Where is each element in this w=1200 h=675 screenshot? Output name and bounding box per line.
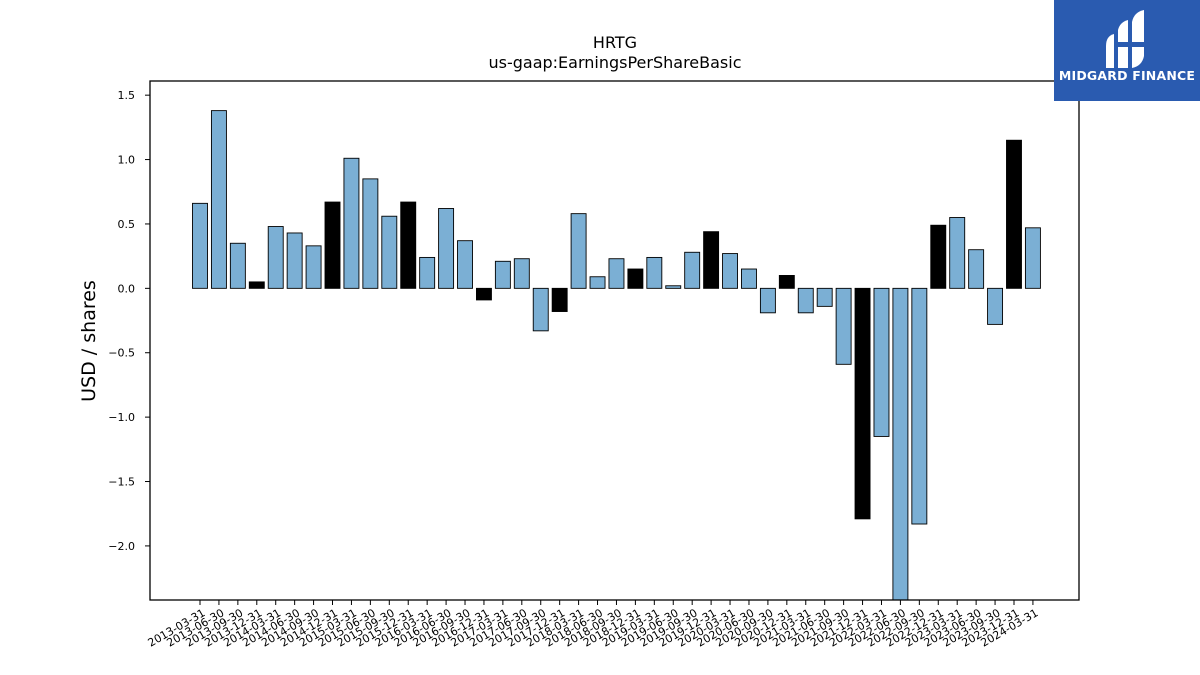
bar-2016-06-30 bbox=[438, 208, 455, 289]
y-tick-label: 0.5 bbox=[118, 218, 136, 231]
bar-2018-09-30 bbox=[608, 258, 625, 289]
brand-mark-icon bbox=[1106, 10, 1144, 68]
bar-2022-09-30 bbox=[911, 287, 928, 525]
y-tick-label: 0.0 bbox=[118, 282, 136, 295]
bar-series bbox=[192, 110, 1041, 601]
bar-2023-03-31 bbox=[949, 217, 966, 289]
y-tick-label: −1.0 bbox=[108, 411, 135, 424]
bar-2019-03-31 bbox=[646, 256, 663, 289]
bar-2023-12-31 bbox=[1006, 139, 1022, 289]
bar-2015-09-30 bbox=[381, 215, 398, 289]
bar-2017-09-30 bbox=[532, 287, 549, 332]
bar-2023-06-30 bbox=[968, 249, 985, 289]
y-axis: 1.5 1.0 0.5 0.0 −0.5 −1.0 −1.5 −2.0 bbox=[108, 89, 150, 553]
y-tick-label: −0.5 bbox=[108, 347, 135, 360]
bar-2020-03-31 bbox=[722, 253, 738, 289]
bar-2019-09-30 bbox=[684, 251, 701, 289]
bar-2013-09-30 bbox=[229, 242, 246, 289]
bar-2014-06-30 bbox=[286, 232, 303, 289]
y-tick-label: 1.0 bbox=[118, 154, 136, 167]
bar-2017-12-31 bbox=[551, 287, 568, 312]
bar-2015-12-31 bbox=[400, 201, 417, 289]
y-axis-label: USD / shares bbox=[78, 280, 100, 402]
bar-2017-06-30 bbox=[513, 258, 530, 289]
brand-logo: MIDGARD FINANCE bbox=[1054, 0, 1200, 101]
bar-2022-03-31 bbox=[873, 287, 890, 437]
brand-name: MIDGARD FINANCE bbox=[1058, 68, 1196, 83]
bar-2021-06-30 bbox=[816, 287, 833, 307]
bar-2015-03-31 bbox=[343, 157, 360, 289]
plot-frame bbox=[149, 80, 1080, 601]
bar-2013-12-31 bbox=[248, 281, 265, 289]
chart-title: HRTG bbox=[593, 33, 637, 52]
bar-2019-12-31 bbox=[703, 231, 720, 289]
bar-2014-03-31 bbox=[267, 226, 284, 289]
chart-subtitle: us-gaap:EarningsPerShareBasic bbox=[488, 53, 741, 72]
bar-2018-06-30 bbox=[589, 276, 606, 289]
x-axis: 2013-03-312013-06-302013-09-302013-12-31… bbox=[146, 600, 1040, 650]
y-tick-label: −2.0 bbox=[108, 540, 135, 553]
bar-2020-06-30 bbox=[741, 268, 757, 289]
bar-2015-06-30 bbox=[362, 178, 379, 289]
bar-2018-03-31 bbox=[570, 213, 587, 289]
bar-2023-09-30 bbox=[987, 287, 1004, 325]
bar-2021-12-31 bbox=[854, 287, 871, 520]
bar-2020-09-30 bbox=[759, 287, 776, 314]
bar-2024-03-31 bbox=[1024, 227, 1041, 289]
y-tick-label: 1.5 bbox=[118, 89, 136, 102]
bar-2022-12-31 bbox=[930, 224, 947, 289]
bar-2016-12-31 bbox=[476, 287, 492, 301]
bar-2013-03-31 bbox=[192, 202, 208, 289]
bar-2014-12-31 bbox=[324, 201, 341, 289]
bar-2021-09-30 bbox=[835, 287, 852, 365]
bar-2016-03-31 bbox=[419, 256, 436, 289]
bar-2021-03-31 bbox=[797, 287, 814, 314]
bar-2016-09-30 bbox=[457, 240, 473, 289]
bar-2017-03-31 bbox=[494, 260, 511, 289]
bar-2020-12-31 bbox=[778, 275, 795, 289]
bar-2014-09-30 bbox=[305, 245, 322, 289]
bar-2019-06-30 bbox=[665, 285, 682, 289]
bar-2013-06-30 bbox=[210, 110, 227, 289]
bar-2018-12-31 bbox=[627, 268, 644, 289]
bar-2022-06-30 bbox=[892, 287, 909, 601]
y-tick-label: −1.5 bbox=[108, 476, 135, 489]
